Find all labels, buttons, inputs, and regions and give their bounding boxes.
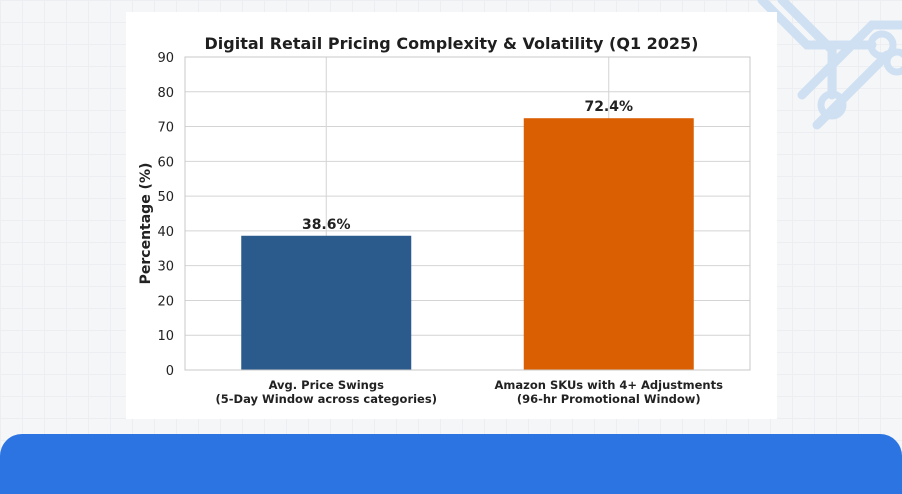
y-tick-label: 60 (157, 155, 174, 170)
chart-card: Digital Retail Pricing Complexity & Vola… (126, 12, 777, 419)
circuit-decoration (757, 0, 902, 130)
data-label: 38.6% (302, 217, 351, 233)
bar-chart: 0 10 20 30 40 50 60 70 80 90 38.6% Avg. Price Swing… (138, 51, 751, 406)
y-tick-label: 90 (157, 51, 174, 66)
chart-title: Digital Retail Pricing Complexity & Vola… (204, 34, 699, 53)
y-axis-label: Percentage (%) (138, 163, 154, 285)
bar (241, 235, 412, 370)
x-tick-label: (96-hr Promotional Window) (517, 392, 701, 406)
x-tick-label: (5-Day Window across categories) (216, 392, 437, 406)
y-tick-label: 30 (157, 260, 174, 275)
y-tick-label: 0 (166, 364, 174, 379)
x-tick-label: Avg. Price Swings (269, 378, 385, 392)
data-label: 72.4% (584, 99, 633, 115)
y-tick-label: 80 (157, 86, 174, 101)
bar (523, 118, 694, 370)
y-tick-label: 40 (157, 225, 174, 240)
y-tick-label: 70 (157, 121, 174, 136)
y-tick-label: 20 (157, 294, 174, 309)
y-tick-label: 50 (157, 190, 174, 205)
plot-frame (184, 56, 751, 371)
x-tick-label: Amazon SKUs with 4+ Adjustments (495, 378, 724, 392)
bottom-banner (0, 434, 902, 494)
y-tick-label: 10 (157, 329, 174, 344)
